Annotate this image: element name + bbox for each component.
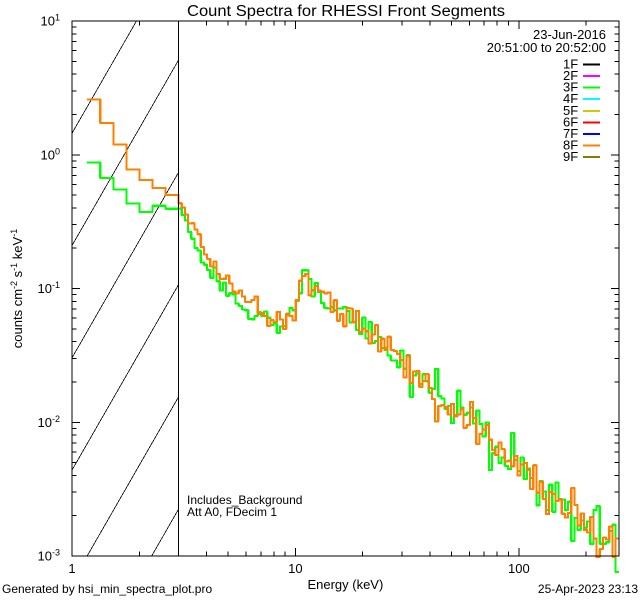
svg-text:100: 100 <box>508 561 530 576</box>
svg-text:25-Apr-2023 23:13: 25-Apr-2023 23:13 <box>538 582 638 596</box>
svg-text:Generated by hsi_min_spectra_p: Generated by hsi_min_spectra_plot.pro <box>2 582 212 596</box>
svg-text:10: 10 <box>288 561 302 576</box>
svg-text:Count Spectra for RHESSI Front: Count Spectra for RHESSI Front Segments <box>187 3 505 20</box>
svg-text:9F: 9F <box>563 149 578 164</box>
svg-text:Att A0, FDecim 1: Att A0, FDecim 1 <box>187 505 277 519</box>
svg-text:Energy (keV): Energy (keV) <box>307 577 383 592</box>
svg-text:1: 1 <box>68 561 75 576</box>
svg-text:20:51:00 to 20:52:00: 20:51:00 to 20:52:00 <box>487 40 606 55</box>
